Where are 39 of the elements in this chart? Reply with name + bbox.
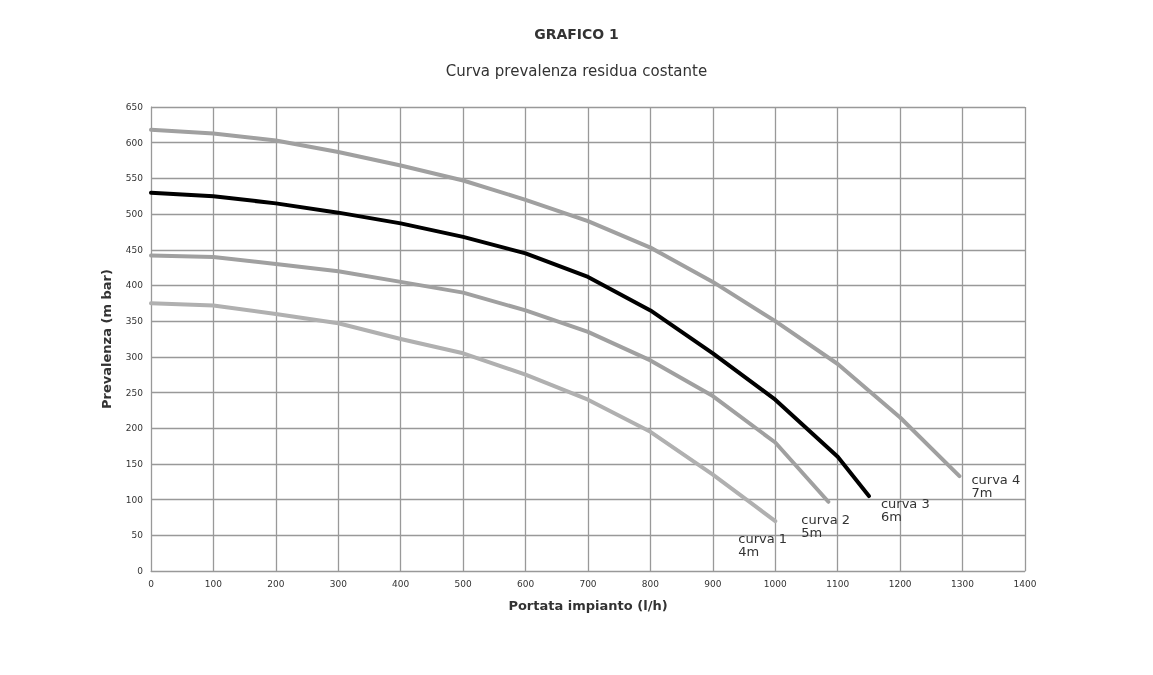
series-label: curva 2 5m (801, 511, 851, 540)
x-tick-label: 300 (329, 578, 348, 589)
y-tick-label: 450 (125, 244, 144, 255)
x-tick-label: 0 (148, 578, 155, 589)
y-tick-label: 400 (125, 280, 144, 291)
x-axis-title: Portata impianto (l/h) (508, 598, 668, 613)
x-tick-label: 200 (267, 578, 285, 589)
x-tick-label: 600 (516, 578, 535, 589)
x-tick-label: 400 (392, 578, 410, 589)
series-label: curva 3 6m (880, 496, 930, 525)
x-tick-label: 900 (704, 578, 722, 589)
x-tick-label: 100 (204, 578, 223, 589)
y-tick-label: 200 (125, 423, 144, 434)
y-tick-label: 350 (125, 316, 144, 327)
y-tick-label: 150 (125, 458, 144, 469)
x-tick-label: 700 (579, 578, 597, 589)
x-tick-label: 1100 (826, 578, 850, 589)
series-label: curva 4 7m (971, 472, 1021, 501)
y-tick-label: 650 (125, 102, 144, 112)
series-label: curva 1 4m (738, 531, 788, 560)
y-tick-label: 50 (131, 530, 144, 541)
x-tick-label: 800 (641, 578, 660, 589)
y-tick-label: 500 (125, 209, 144, 220)
y-axis-title: Prevalenza (m bar) (99, 269, 114, 409)
x-tick-label: 1000 (763, 578, 788, 589)
x-tick-label: 500 (454, 578, 472, 589)
line-series (149, 190, 871, 499)
y-tick-label: 600 (125, 137, 144, 148)
chart-subtitle: Curva prevalenza residua costante (445, 61, 708, 80)
y-tick-label: 550 (125, 173, 144, 184)
y-tick-label: 0 (137, 566, 144, 576)
y-tick-label: 250 (125, 387, 144, 398)
x-tick-label: 1300 (951, 578, 975, 589)
line-series (149, 301, 778, 524)
x-tick-label: 1400 (1013, 578, 1037, 589)
x-tick-label: 1200 (888, 578, 912, 589)
y-tick-label: 100 (125, 494, 144, 505)
chart-title: GRAFICO 1 (534, 26, 619, 42)
y-tick-label: 300 (125, 351, 144, 362)
